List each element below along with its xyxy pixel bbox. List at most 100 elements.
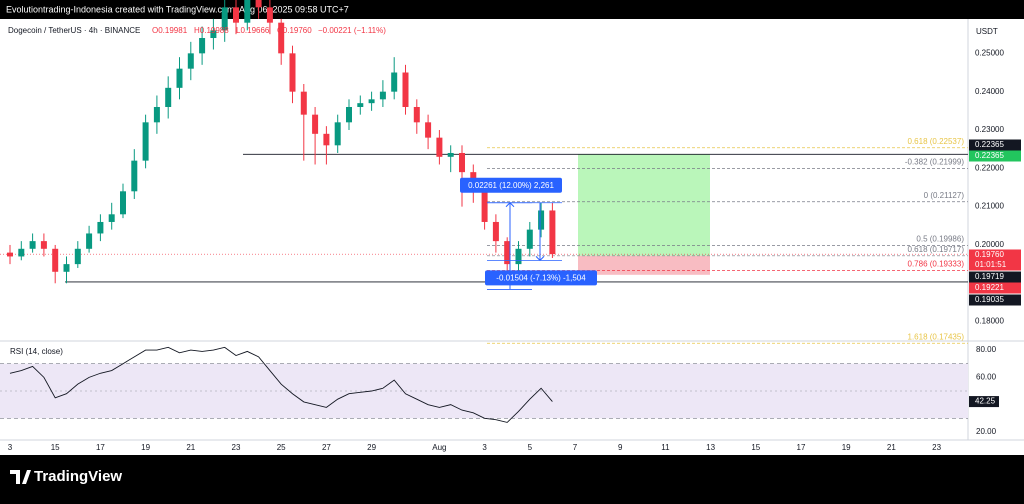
candle-body: [176, 68, 183, 88]
legend-open: O0.19981: [152, 26, 188, 35]
rsi-line: [9, 346, 553, 423]
measure-box: [485, 270, 597, 286]
profit-zone: [578, 154, 710, 256]
candle-body: [413, 106, 420, 123]
x-tick-label: 17: [96, 443, 105, 452]
x-tick-label: 11: [661, 443, 670, 452]
candle-body: [153, 106, 160, 123]
x-tick-label: 15: [51, 443, 60, 452]
legend-close: C0.19760: [277, 26, 312, 35]
legend-change: −0.00221 (−1.11%): [318, 26, 386, 35]
candle-body: [289, 53, 296, 92]
price-label: 0.22365: [975, 151, 1004, 160]
price-label: 0.22365: [975, 140, 1004, 149]
candle-body: [18, 248, 25, 257]
price-label: 0.19719: [975, 272, 1004, 281]
candle-body: [526, 229, 533, 249]
y-tick-label: 0.24000: [975, 87, 1004, 96]
measure-label: -0.01504 (-7.13%) -1,504: [496, 274, 586, 283]
candle-body: [425, 122, 432, 138]
fib-label: 0.786 (0.19333): [908, 260, 965, 269]
candle-body: [436, 137, 443, 157]
candle-body: [357, 103, 364, 107]
y-tick-label: 0.22000: [975, 163, 1004, 172]
fib-label: -0.382 (0.21999): [905, 157, 964, 166]
candle-body: [334, 122, 341, 146]
candle-body: [142, 122, 149, 161]
fib-label: 0.618 (0.22537): [908, 137, 965, 146]
candle-body: [210, 30, 217, 39]
candle-body: [108, 214, 115, 222]
x-tick-label: 19: [141, 443, 150, 452]
price-label: 0.19035: [975, 295, 1004, 304]
x-tick-label: 25: [277, 443, 286, 452]
x-tick-label: 19: [842, 443, 851, 452]
x-tick-label: 7: [573, 443, 578, 452]
rsi-value-label: 42.25: [975, 397, 996, 406]
candle-body: [63, 264, 70, 272]
candle-body: [504, 241, 511, 265]
x-tick-label: Aug: [432, 443, 446, 452]
candle-body: [74, 248, 81, 265]
price-label: 0.19760: [975, 250, 1004, 259]
candle-body: [131, 160, 138, 192]
candle-body: [538, 210, 545, 230]
candle-body: [379, 91, 386, 100]
measure-label: 0.02261 (12.00%) 2,261: [468, 181, 554, 190]
candle-body: [199, 38, 206, 54]
y-tick-label: 0.18000: [975, 317, 1004, 326]
candle-body: [232, 7, 239, 23]
brand-logo: [10, 470, 31, 484]
candle-body: [323, 133, 330, 146]
x-tick-label: 5: [528, 443, 533, 452]
candle-body: [52, 248, 59, 272]
x-tick-label: 21: [887, 443, 896, 452]
fib-label: 0.618 (0.19717): [908, 245, 965, 254]
loss-zone: [578, 255, 710, 275]
y-tick-label: 0.25000: [975, 48, 1004, 57]
measure-arrowhead: [535, 256, 545, 262]
x-tick-label: 27: [322, 443, 331, 452]
currency: USDT: [976, 27, 998, 36]
candle-body: [492, 221, 499, 242]
rsi-tick-label: 80.00: [976, 345, 997, 354]
x-tick-label: 9: [618, 443, 623, 452]
y-tick-label: 0.20000: [975, 240, 1004, 249]
rsi-value-box: [969, 396, 999, 408]
candle-body: [187, 53, 194, 69]
rsi-title: RSI (14, close): [10, 347, 63, 356]
candle-body: [515, 248, 522, 265]
y-tick-label: 0.21000: [975, 202, 1004, 211]
price-label-box: [969, 150, 1021, 162]
x-tick-label: 3: [482, 443, 487, 452]
candle-body: [300, 91, 307, 115]
x-tick-label: 13: [706, 443, 715, 452]
candle-body: [345, 106, 352, 123]
x-tick-label: 15: [751, 443, 760, 452]
x-tick-label: 21: [186, 443, 195, 452]
candle-body: [29, 241, 36, 249]
x-tick-label: 17: [797, 443, 806, 452]
rsi-tick-label: 60.00: [976, 372, 997, 381]
rsi-tick-label: 20.00: [976, 427, 997, 436]
caption: Evolutiontrading-Indonesia created with …: [6, 4, 349, 14]
candle-body: [447, 152, 454, 157]
candle-body: [481, 191, 488, 222]
price-label-box: [969, 294, 1021, 306]
legend-high: H0.19988: [194, 26, 229, 35]
x-tick-label: 23: [232, 443, 241, 452]
candle-body: [458, 152, 465, 173]
x-tick-label: 29: [367, 443, 376, 452]
legend-low: L0.19666: [236, 26, 270, 35]
price-label: 0.19221: [975, 283, 1004, 292]
x-tick-label: 23: [932, 443, 941, 452]
candle-body: [368, 99, 375, 104]
fib-label: 0 (0.21127): [924, 191, 965, 200]
candle-body: [255, 0, 262, 8]
fib-label: 1.618 (0.17435): [908, 332, 965, 341]
legend-symbol: Dogecoin / TetherUS · 4h · BINANCE: [8, 26, 140, 35]
price-label-box: [969, 271, 1021, 283]
price-label-box: [969, 282, 1021, 294]
y-tick-label: 0.23000: [975, 125, 1004, 134]
candle-body: [391, 72, 398, 92]
